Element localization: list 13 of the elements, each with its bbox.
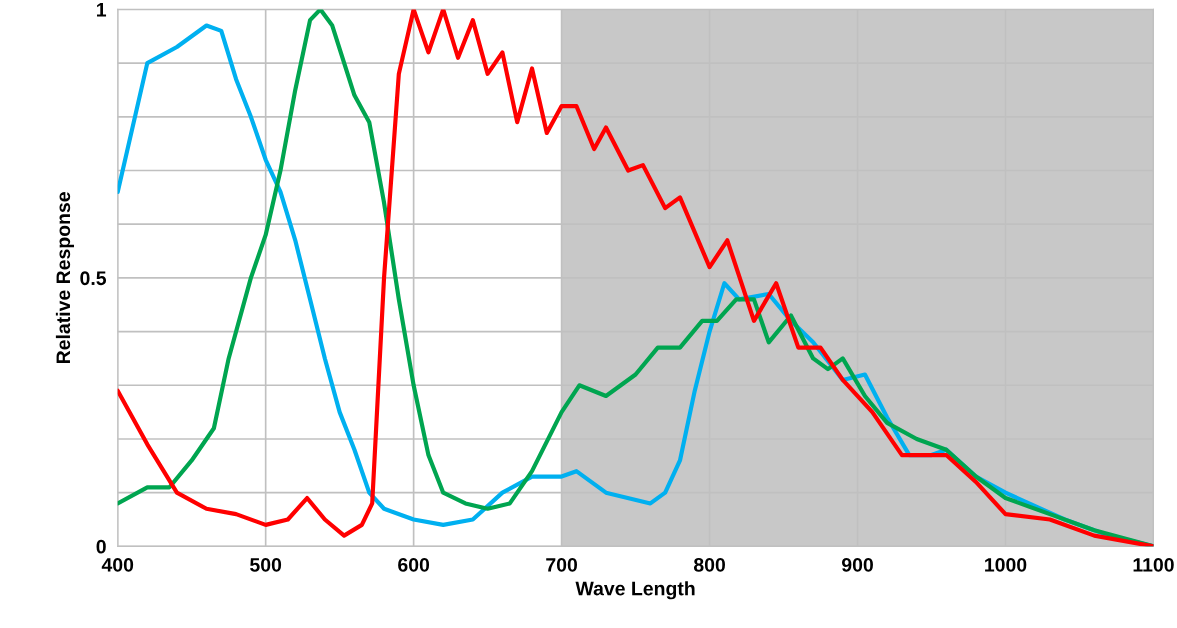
y-axis-title: Relative Response [55,192,75,364]
y-tick-label: 1 [97,3,107,17]
x-tick-label: 500 [250,557,282,572]
x-tick-label: 400 [101,557,134,572]
x-tick-label: 1100 [1133,557,1174,572]
x-tick-label: 700 [546,557,578,572]
x-tick-label: 1000 [985,557,1027,572]
y-tick-label: 0 [96,539,106,554]
x-tick-label: 900 [841,557,873,572]
x-tick-label: 600 [398,557,430,572]
x-axis-title: Wave Length [575,581,695,600]
x-tick-label: 800 [693,557,725,572]
y-tick-label: 0.5 [80,271,107,286]
